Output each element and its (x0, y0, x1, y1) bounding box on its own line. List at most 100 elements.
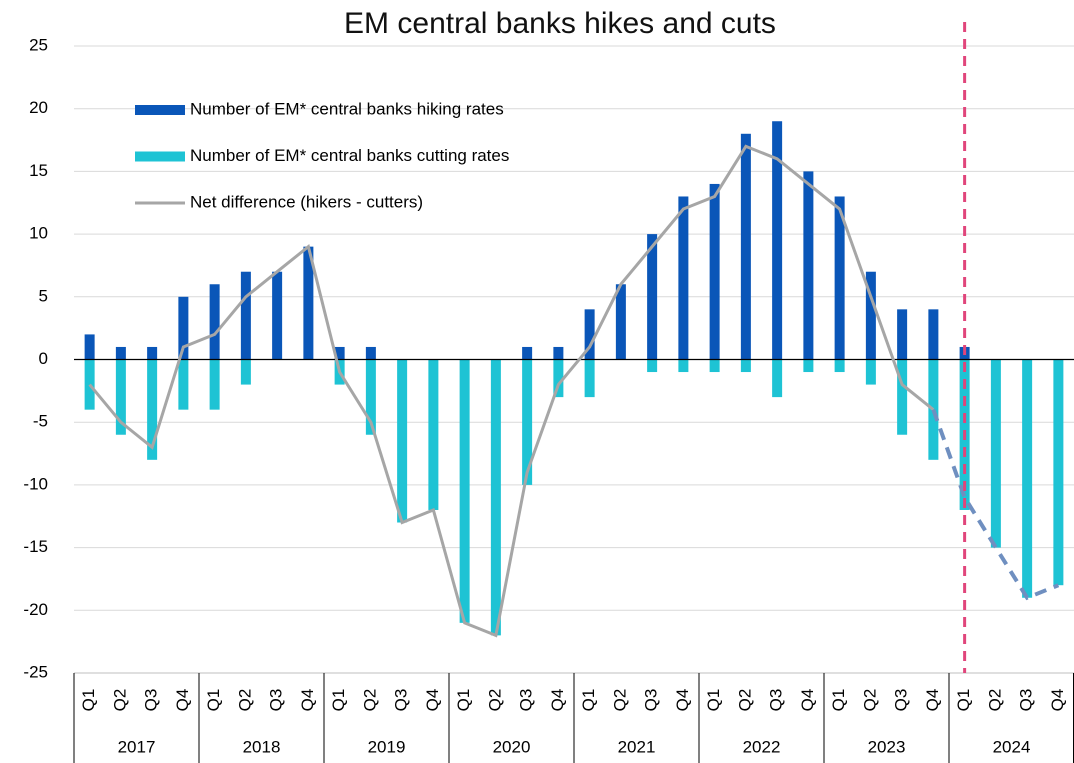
bar (490, 359, 501, 636)
x-tick-label: Q2 (110, 689, 129, 712)
bar (365, 346, 376, 360)
x-tick-label: Q1 (704, 689, 723, 712)
group-label: 2018 (243, 737, 281, 756)
x-tick-label: Q4 (798, 689, 817, 712)
bar (615, 284, 626, 360)
y-tick-label: 10 (29, 224, 48, 243)
bar (553, 346, 564, 360)
x-tick-label: Q4 (298, 689, 317, 712)
x-tick-label: Q2 (735, 689, 754, 712)
x-tick-label: Q4 (923, 689, 942, 712)
bar (303, 246, 314, 360)
legend-label: Number of EM* central banks hiking rates (190, 99, 504, 118)
bar (459, 359, 470, 623)
bar (897, 359, 908, 435)
x-tick-label: Q2 (610, 689, 629, 712)
bar (865, 359, 876, 385)
bar (584, 309, 595, 360)
bar (240, 359, 251, 385)
x-tick-label: Q3 (892, 689, 911, 712)
bar (709, 183, 720, 360)
x-tick-label: Q1 (954, 689, 973, 712)
y-tick-label: 20 (29, 98, 48, 117)
bar (147, 359, 158, 460)
x-tick-label: Q2 (485, 689, 504, 712)
bar (553, 359, 564, 398)
bar (147, 346, 158, 360)
x-tick-label: Q1 (454, 689, 473, 712)
legend-label: Number of EM* central banks cutting rate… (190, 146, 509, 165)
x-tick-label: Q4 (673, 689, 692, 712)
bar (365, 359, 376, 435)
bar (772, 359, 783, 398)
bar (428, 359, 439, 510)
bar (522, 346, 533, 360)
net-line (88, 144, 935, 638)
bar (397, 359, 408, 523)
y-tick-label: 0 (39, 349, 48, 368)
group-label: 2021 (618, 737, 656, 756)
bar (740, 359, 751, 373)
bar (865, 271, 876, 360)
bar (740, 133, 751, 360)
x-tick-label: Q3 (1017, 689, 1036, 712)
bar (928, 309, 939, 360)
legend-label: Net difference (hikers - cutters) (190, 192, 423, 211)
x-tick-label: Q1 (79, 689, 98, 712)
bar (334, 346, 345, 360)
legend-swatch (135, 151, 185, 162)
x-tick-label: Q1 (579, 689, 598, 712)
y-tick-label: -10 (23, 474, 48, 493)
net-line-forecast (931, 408, 1060, 601)
bar (84, 334, 95, 360)
bar (803, 359, 814, 373)
x-tick-label: Q2 (860, 689, 879, 712)
x-tick-label: Q3 (517, 689, 536, 712)
x-tick-label: Q3 (392, 689, 411, 712)
bar (834, 359, 845, 373)
group-label: 2023 (868, 737, 906, 756)
x-tick-label: Q3 (767, 689, 786, 712)
bar (209, 359, 220, 410)
x-tick-label: Q2 (235, 689, 254, 712)
bar (584, 359, 595, 398)
bar (115, 359, 126, 435)
bar (1022, 359, 1033, 598)
bar (178, 359, 189, 410)
y-tick-label: -15 (23, 537, 48, 556)
x-tick-label: Q2 (360, 689, 379, 712)
y-tick-label: -25 (23, 662, 48, 681)
group-label: 2017 (118, 737, 156, 756)
y-tick-label: 25 (29, 35, 48, 54)
group-label: 2020 (493, 737, 531, 756)
bar (834, 196, 845, 360)
bar (803, 171, 814, 360)
chart-title: EM central banks hikes and cuts (344, 7, 776, 40)
bar (178, 296, 189, 360)
x-tick-label: Q2 (985, 689, 1004, 712)
bar (240, 271, 251, 360)
bar (647, 359, 658, 373)
group-label: 2024 (993, 737, 1031, 756)
group-label: 2019 (368, 737, 406, 756)
x-tick-label: Q4 (173, 689, 192, 712)
y-tick-label: -5 (33, 412, 48, 431)
bar (678, 196, 689, 360)
y-tick-label: -20 (23, 600, 48, 619)
x-tick-label: Q3 (142, 689, 161, 712)
x-tick-label: Q1 (329, 689, 348, 712)
legend-swatch (135, 105, 185, 115)
bar (990, 359, 1001, 548)
x-tick-label: Q3 (267, 689, 286, 712)
x-tick-label: Q4 (423, 689, 442, 712)
y-tick-label: 5 (39, 286, 48, 305)
bar (897, 309, 908, 360)
x-tick-label: Q1 (829, 689, 848, 712)
bar (209, 284, 220, 360)
bar (1053, 359, 1064, 586)
group-label: 2022 (743, 737, 781, 756)
bar (272, 271, 283, 360)
bar (709, 359, 720, 373)
y-tick-label: 15 (29, 161, 48, 180)
